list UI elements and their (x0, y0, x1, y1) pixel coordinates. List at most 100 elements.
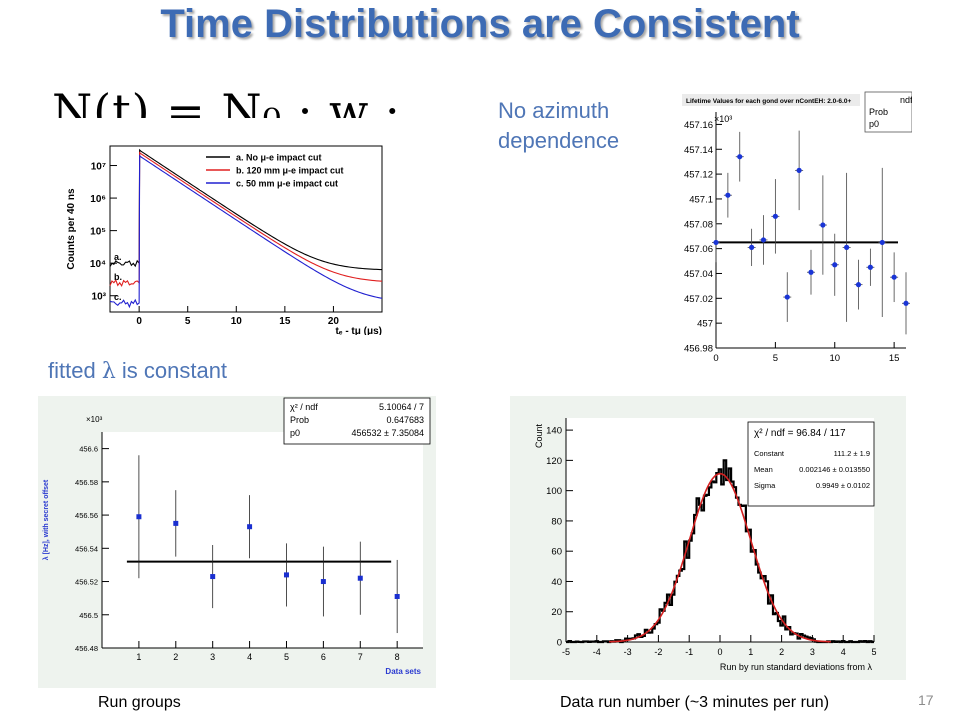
x-tick-label: 4 (841, 647, 846, 657)
y-tick-label: 10⁷ (91, 162, 106, 173)
stats-label: Sigma (754, 481, 776, 490)
x-tick-label: 0 (136, 316, 142, 327)
x-tick-label: 3 (810, 647, 815, 657)
slide-number: 17 (918, 692, 934, 708)
x-tick-label: 7 (358, 652, 363, 662)
y-tick-label: 456.58 (75, 478, 98, 487)
lambda-symbol: λ (101, 359, 116, 384)
data-point (808, 269, 814, 275)
data-point (891, 274, 897, 280)
y-tick-label: 40 (551, 577, 562, 588)
y-tick-label: 457.08 (684, 219, 713, 230)
plot-area (102, 432, 423, 648)
formula-box: N(t) = N₀ · w · λ · e^(−λt) + B (52, 66, 404, 118)
run-groups-caption: Run groups (98, 694, 181, 711)
y-tick-label: 20 (551, 607, 562, 618)
stats-label: Prob (869, 107, 888, 117)
data-point (357, 575, 363, 581)
data-point (820, 222, 826, 228)
title-band (682, 94, 860, 106)
chart-background (672, 86, 912, 371)
x-axis-label: Run by run standard deviations from λ (720, 662, 873, 672)
time-spectrum-chart: 0 5 10 15 20 10³ 10⁴ 10⁵ 10⁶ 10⁷ tₑ - tμ (μs) Count… (60, 140, 390, 335)
y-tick-label: 457.06 (684, 244, 713, 255)
stats-box (864, 91, 912, 133)
y-tick-label: 457.02 (684, 294, 713, 305)
y-tick-label: 457.04 (684, 269, 713, 280)
series-side-label: b. (114, 272, 122, 282)
series-side-label: c. (114, 292, 122, 302)
stats-label: p0 (290, 428, 300, 438)
azimuth-note: No azimuth dependence (498, 96, 619, 156)
y-tick-label: 80 (551, 516, 562, 527)
data-point (832, 262, 838, 268)
data-point (844, 244, 850, 250)
slide-title: Time Distributions are Consistent (160, 2, 800, 46)
stats-value: 456532 ± 7.35084 (351, 428, 424, 438)
series-side-label: a. (114, 252, 122, 262)
stats-label: χ² / ndf (290, 402, 318, 412)
data-point (879, 239, 885, 246)
run-deviation-histogram: 0 20 40 60 80 100 120 140 -5 -4 -3 -2 -1 0 1 2 3 4 5 Run by… (510, 396, 906, 680)
y-tick-label: 100 (546, 486, 562, 497)
data-point (283, 572, 289, 578)
x-tick-label: 1 (136, 652, 141, 662)
x-tick-label: 8 (395, 652, 400, 662)
x-tick-label: 20 (328, 316, 340, 327)
x-tick-label: 0 (713, 353, 718, 364)
x-tick-label: 5 (871, 647, 876, 657)
y-tick-label: 457 (697, 319, 713, 330)
x-tick-label: -5 (562, 647, 570, 657)
y-tick-label: 10³ (92, 292, 107, 303)
series-line-0 (109, 148, 383, 271)
data-run-caption: Data run number (~3 minutes per run) (560, 694, 830, 711)
x-tick-label: -3 (624, 647, 632, 657)
x-tick-label: -1 (685, 647, 693, 657)
data-point (247, 524, 253, 530)
data-point (725, 192, 731, 198)
data-point (173, 520, 179, 526)
x-tick-label: 15 (889, 353, 900, 364)
x-tick-label: 2 (173, 652, 178, 662)
y-tick-label: 456.56 (75, 511, 98, 520)
x-tick-label: 4 (247, 652, 252, 662)
data-point (903, 300, 909, 306)
y-tick-label: 120 (546, 456, 562, 467)
azimuth-lifetime-chart: Lifetime Values for each gond over nCont… (672, 86, 912, 371)
y-tick-label: 0 (557, 638, 562, 649)
y-tick-label: 456.48 (75, 644, 98, 653)
legend-entry: b. 120 mm μ-e impact cut (236, 166, 344, 176)
data-point (796, 167, 802, 173)
x-tick-label: -4 (593, 647, 601, 657)
y-tick-label: 456.54 (75, 544, 98, 553)
data-point (394, 593, 400, 599)
x-tick-label: 2 (779, 647, 784, 657)
stats-label: Constant (754, 449, 785, 458)
x-axis-label: tₑ - tμ (μs) (335, 326, 382, 335)
lambda-note-suffix: is constant (115, 358, 228, 383)
azimuth-note-line1: No azimuth (498, 98, 610, 123)
stats-value: 5.10064 / 7 (379, 402, 424, 412)
data-point (210, 574, 216, 580)
data-point (737, 154, 743, 160)
x-tick-label: 10 (829, 353, 840, 364)
y-tick-label: 10⁵ (90, 227, 106, 238)
data-point (749, 244, 755, 250)
data-point (320, 579, 326, 585)
legend-entry: a. No μ-e impact cut (236, 153, 322, 163)
stats-value: 111.2 ± 1.9 (834, 449, 870, 458)
stats-value: 0.647683 (386, 415, 424, 425)
x-tick-label: 5 (185, 316, 191, 327)
stats-header: χ² / ndf = 96.84 / 117 (754, 428, 846, 439)
y-axis-label: Counts per 40 ns (66, 188, 77, 270)
stats-value: 0.9949 ± 0.0102 (816, 481, 870, 490)
x-tick-label: 15 (279, 316, 291, 327)
gaussian-fit-line (609, 472, 831, 643)
axis-multiplier: ×10³ (86, 415, 103, 424)
y-tick-label: 457.1 (689, 194, 713, 205)
lambda-datasets-chart: ×10³ 456.48 456.5 456.52 456.54 456.56 456.58 4… (38, 396, 436, 688)
x-axis-label: Data sets (385, 667, 421, 676)
data-point (867, 264, 873, 270)
stats-label: Prob (290, 415, 309, 425)
x-tick-label: 1 (748, 647, 753, 657)
